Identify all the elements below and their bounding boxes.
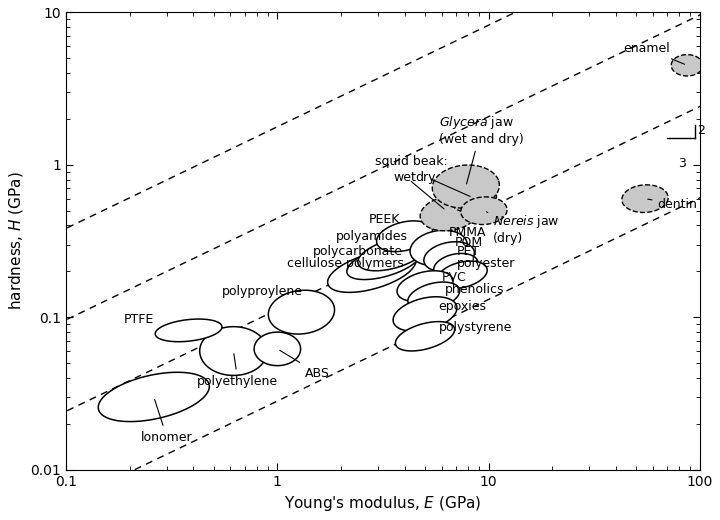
Text: polyester: polyester [457, 257, 516, 270]
Polygon shape [410, 230, 467, 266]
Polygon shape [395, 321, 454, 351]
Text: lonomer: lonomer [141, 399, 193, 444]
Text: PVC: PVC [442, 271, 467, 284]
Text: dentin: dentin [648, 198, 698, 211]
Text: enamel: enamel [623, 42, 685, 64]
Text: polystyrene: polystyrene [438, 321, 512, 334]
Polygon shape [98, 372, 210, 422]
Polygon shape [420, 196, 478, 231]
Polygon shape [347, 245, 421, 280]
Polygon shape [397, 271, 453, 302]
Text: 3: 3 [678, 157, 686, 170]
Polygon shape [377, 221, 433, 252]
Polygon shape [408, 282, 459, 310]
Polygon shape [451, 185, 497, 213]
Polygon shape [433, 253, 478, 280]
Polygon shape [199, 327, 267, 375]
Polygon shape [254, 332, 301, 366]
Polygon shape [437, 261, 487, 289]
Text: epoxies: epoxies [438, 300, 487, 313]
Text: POM: POM [454, 236, 482, 249]
Polygon shape [269, 290, 335, 334]
Polygon shape [461, 197, 507, 225]
Text: PET: PET [457, 245, 480, 258]
Text: cellulose polymers: cellulose polymers [287, 257, 404, 270]
Polygon shape [328, 250, 416, 292]
Text: ABS: ABS [280, 350, 330, 380]
Text: wet: wet [393, 172, 416, 185]
Text: 2: 2 [697, 124, 705, 137]
Text: squid beak:: squid beak: [375, 155, 448, 168]
Polygon shape [671, 55, 703, 76]
Polygon shape [156, 319, 222, 342]
Text: dry: dry [415, 172, 436, 185]
Text: polyethylene: polyethylene [197, 354, 279, 387]
Text: $\it{Glycera}$ jaw
(wet and dry): $\it{Glycera}$ jaw (wet and dry) [438, 114, 523, 184]
Polygon shape [393, 297, 457, 331]
Text: PEEK: PEEK [369, 213, 400, 226]
Y-axis label: hardness, $H$ (GPa): hardness, $H$ (GPa) [7, 172, 25, 310]
Polygon shape [424, 242, 474, 271]
Text: $\it{Nereis}$ jaw
(dry): $\it{Nereis}$ jaw (dry) [487, 212, 559, 245]
Polygon shape [622, 185, 668, 213]
X-axis label: Young's modulus, $E$ (GPa): Young's modulus, $E$ (GPa) [284, 494, 482, 513]
Text: polyamides: polyamides [336, 230, 408, 243]
Text: polycarbonate: polycarbonate [312, 245, 402, 258]
Polygon shape [358, 237, 427, 271]
Text: PTFE: PTFE [123, 313, 153, 326]
Text: polyproylene: polyproylene [222, 285, 303, 298]
Text: phenolics: phenolics [445, 283, 504, 296]
Polygon shape [432, 165, 500, 208]
Text: PMMA: PMMA [449, 226, 487, 239]
